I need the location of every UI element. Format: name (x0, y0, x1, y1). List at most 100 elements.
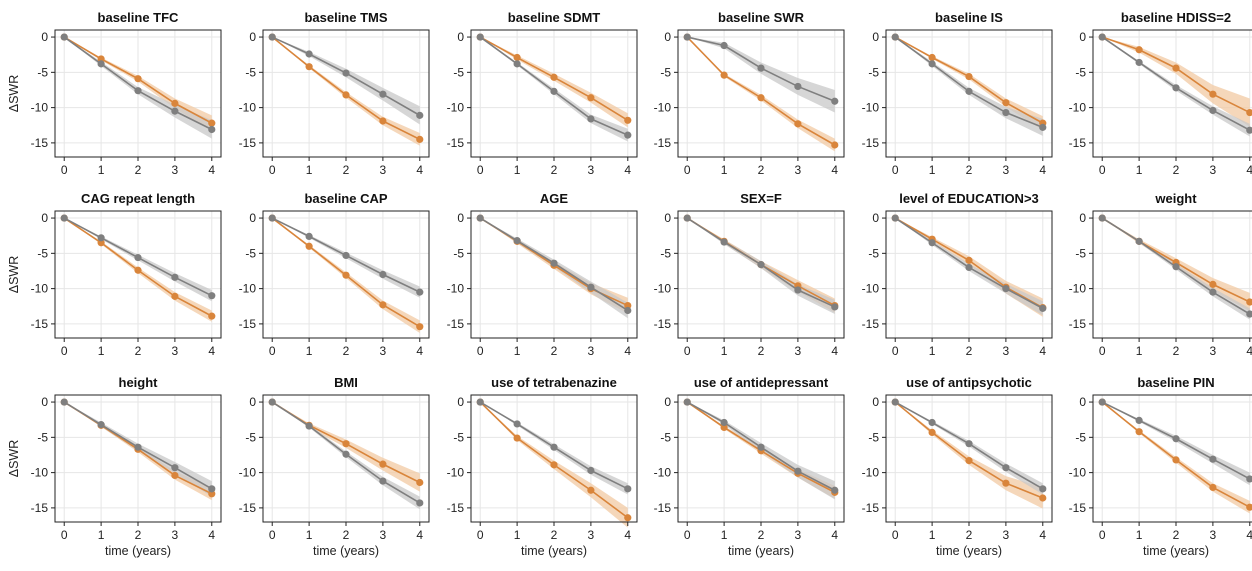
x-tick-label: 4 (416, 528, 423, 542)
data-point-orange (171, 471, 179, 480)
data-point-gray (550, 259, 558, 267)
x-tick-label: 0 (684, 163, 691, 177)
panel-title: use of antipsychotic (906, 375, 1032, 390)
data-point-gray (891, 33, 899, 41)
x-tick-label: 3 (1003, 344, 1010, 358)
data-point-orange (1039, 494, 1047, 502)
data-point-gray (97, 421, 105, 429)
x-tick-label: 0 (269, 528, 276, 542)
data-point-gray (720, 238, 728, 246)
x-tick-label: 4 (1246, 344, 1252, 358)
x-tick-label: 1 (721, 163, 728, 177)
data-point-gray (587, 466, 595, 475)
x-tick-label: 3 (172, 344, 179, 358)
x-tick-label: 2 (966, 344, 973, 358)
y-tick-label: -5 (868, 65, 879, 79)
data-point-gray (587, 283, 595, 291)
data-point-gray (97, 60, 105, 68)
panel-title: baseline SWR (718, 10, 805, 25)
data-point-gray (1098, 33, 1106, 41)
y-tick-label: -15 (239, 501, 257, 515)
x-tick-label: 2 (551, 163, 558, 177)
y-tick-label: -10 (239, 101, 257, 115)
data-point-orange (550, 73, 558, 81)
panel-15: 0 -5 -10 -15 0 1 2 3 4 use of antidepressant time … (654, 375, 845, 558)
panel-title: height (119, 375, 159, 390)
data-point-gray (208, 292, 216, 300)
data-point-gray (379, 90, 387, 98)
data-point-gray (1002, 464, 1010, 472)
data-point-gray (305, 232, 313, 240)
x-tick-label: 2 (551, 344, 558, 358)
data-point-orange (550, 461, 558, 469)
data-point-gray (416, 111, 424, 119)
x-tick-label: 1 (929, 528, 936, 542)
data-point-gray (97, 234, 105, 242)
data-point-orange (1246, 298, 1252, 306)
x-tick-label: 4 (208, 163, 215, 177)
panel-title: BMI (334, 375, 358, 390)
data-point-gray (513, 420, 521, 428)
y-tick-label: -15 (31, 501, 49, 515)
data-point-gray (757, 261, 765, 269)
data-point-gray (624, 131, 632, 139)
y-tick-label: -10 (862, 466, 880, 480)
x-tick-label: 1 (929, 163, 936, 177)
data-point-orange (587, 486, 595, 494)
x-tick-label: 2 (758, 163, 765, 177)
x-tick-label: 2 (343, 163, 350, 177)
data-point-gray (134, 253, 142, 262)
data-point-orange (208, 312, 216, 320)
x-tick-label: 4 (831, 528, 838, 542)
data-point-orange (928, 53, 936, 62)
y-tick-label: -15 (1069, 317, 1087, 331)
x-tick-label: 1 (514, 163, 521, 177)
panel-title: use of tetrabenazine (491, 375, 617, 390)
data-point-gray (171, 464, 179, 472)
data-point-gray (342, 69, 350, 77)
y-tick-label: -5 (868, 430, 879, 444)
data-point-orange (379, 117, 387, 125)
data-point-gray (1135, 58, 1143, 67)
panel-7: 0 -5 -10 -15 0 1 2 3 4 baseline CAP (239, 191, 430, 358)
x-tick-label: 2 (343, 344, 350, 358)
plot-frame (1092, 210, 1252, 339)
x-tick-label: 1 (514, 344, 521, 358)
data-point-gray (1172, 263, 1180, 271)
x-tick-label: 3 (1210, 163, 1217, 177)
panel-title: baseline TFC (98, 10, 180, 25)
data-point-gray (268, 398, 276, 406)
x-tick-label: 3 (380, 528, 387, 542)
x-tick-label: 4 (624, 528, 631, 542)
data-point-orange (416, 478, 424, 487)
data-point-gray (1002, 285, 1010, 293)
x-tick-label: 0 (892, 528, 899, 542)
y-tick-label: 0 (249, 30, 256, 44)
x-tick-label: 0 (477, 528, 484, 542)
data-point-gray (757, 64, 765, 72)
data-point-gray (720, 41, 728, 50)
y-tick-label: 0 (872, 395, 879, 409)
y-tick-label: -15 (239, 317, 257, 331)
x-tick-label: 0 (1099, 344, 1106, 358)
y-tick-label: -10 (31, 282, 49, 296)
y-tick-label: -10 (239, 282, 257, 296)
data-point-gray (476, 214, 484, 222)
panel-title: baseline TMS (304, 10, 387, 25)
data-point-orange (1246, 503, 1252, 511)
data-point-gray (757, 443, 765, 451)
y-tick-label: -5 (1075, 65, 1086, 79)
data-point-gray (134, 87, 142, 95)
y-tick-label: -5 (1075, 430, 1086, 444)
x-tick-label: 0 (1099, 163, 1106, 177)
y-axis-label: ΔSWR (7, 256, 21, 294)
x-tick-label: 3 (172, 528, 179, 542)
data-point-orange (587, 94, 595, 102)
data-point-gray (587, 115, 595, 123)
data-point-gray (379, 270, 387, 279)
data-point-orange (1246, 108, 1252, 117)
data-point-orange (208, 119, 216, 127)
data-point-orange (305, 242, 313, 250)
data-point-gray (60, 398, 68, 406)
